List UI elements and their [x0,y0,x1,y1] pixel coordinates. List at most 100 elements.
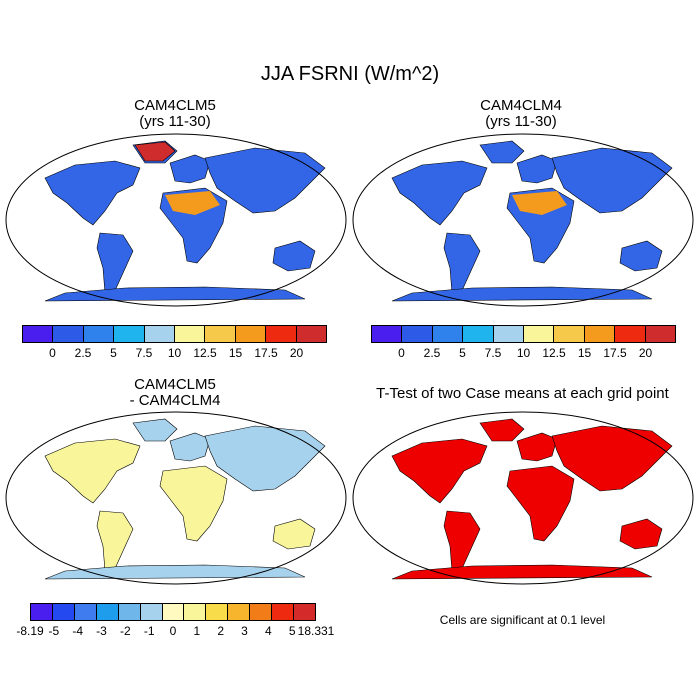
asia-shape [204,425,326,492]
colorbar-cam4clm4-tick-label: 7.5 [484,346,502,360]
colorbar-difference-swatch [52,604,75,620]
colorbar-cam4clm4-swatch [372,326,403,342]
sahara-hotspot-shape [512,191,567,215]
colorbar-difference-tick-label: 5 [288,624,296,638]
colorbar-difference-swatch [31,604,53,620]
antarctica-shape [44,564,306,580]
figure-title: JJA FSRNI (W/m^2) [260,63,440,85]
south-america-shape [96,232,134,296]
antarctica-shape [391,286,653,302]
colorbar-cam4clm5-swatch [114,326,145,342]
colorbar-cam4clm5-swatch [175,326,206,342]
asia-shape [551,425,673,492]
colorbar-difference-swatch [96,604,119,620]
colorbar-difference-tick-label: 18.331 [297,624,335,638]
colorbar-difference-tick-label: -8.19 [16,624,44,638]
asia-shape [204,147,326,214]
greenland-shape [479,418,525,442]
colorbar-cam4clm5-swatch [53,326,84,342]
colorbar-difference-tick-label: -5 [48,624,60,638]
colorbar-difference-swatch [162,604,185,620]
colorbar-difference-tick-label: -1 [143,624,155,638]
panel-title-ttest: T-Test of two Case means at each grid po… [376,385,669,402]
europe-shape [516,154,558,184]
colorbar-cam4clm4-tick-label: 20 [638,346,653,360]
colorbar-difference-swatch [228,604,251,620]
colorbar-difference-tick-label: -3 [96,624,107,638]
colorbar-cam4clm4-tick-label: 15 [577,346,592,360]
colorbar-cam4clm5-swatch [144,326,176,342]
colorbar-cam4clm4-tick-label: 17.5 [603,346,627,360]
colorbar-cam4clm5-tick-label: 10 [167,346,182,360]
colorbar-cam4clm5-tick-label: 17.5 [254,346,278,360]
colorbar-difference [30,603,316,621]
colorbar-cam4clm4-swatch [493,326,525,342]
colorbar-difference-swatch [184,604,207,620]
africa-shape [159,465,228,542]
north-america-shape [44,438,141,504]
colorbar-cam4clm4-tick-label: 2.5 [423,346,441,360]
greenland-shape [132,418,178,442]
colorbar-difference-tick-label: 1 [193,624,201,638]
europe-shape [516,432,558,462]
map-cam4clm5 [5,133,347,307]
colorbar-cam4clm5-swatch [235,326,267,342]
north-america-shape [391,160,488,226]
colorbar-cam4clm5-swatch [83,326,115,342]
colorbar-cam4clm5-tick-label: 5 [110,346,117,360]
asia-shape [551,147,673,214]
antarctica-shape [44,286,306,302]
panel-title-difference: CAM4CLM5 - CAM4CLM4 [40,377,310,409]
colorbar-difference-tick-label: 0 [169,624,177,638]
colorbar-cam4clm5-swatch [23,326,54,342]
colorbar-cam4clm5 [22,325,327,343]
colorbar-difference-swatch [294,604,315,620]
colorbar-cam4clm5-swatch [266,326,297,342]
colorbar-cam4clm4-tick-label: 0 [398,346,405,360]
colorbar-cam4clm4-swatch [402,326,433,342]
colorbar-cam4clm4-tick-label: 5 [459,346,466,360]
australia-shape [619,240,663,272]
colorbar-difference-swatch [118,604,141,620]
colorbar-cam4clm4-tick-label: 10 [516,346,531,360]
colorbar-cam4clm4-swatch [554,326,585,342]
australia-shape [272,518,316,550]
colorbar-cam4clm4-swatch [615,326,646,342]
colorbar-cam4clm4-swatch [463,326,494,342]
panel-title-line2: (yrs 11-30) [485,113,557,130]
map-cam4clm4 [352,133,694,307]
colorbar-difference-tick-label: 2 [217,624,224,638]
colorbar-cam4clm5-tick-label: 15 [228,346,243,360]
europe-shape [169,432,211,462]
australia-shape [619,518,663,550]
colorbar-difference-tick-label: 4 [264,624,272,638]
colorbar-cam4clm4 [371,325,676,343]
colorbar-cam4clm5-tick-label: 20 [289,346,304,360]
panel-title-line1: CAM4CLM5 [134,97,216,114]
colorbar-difference-swatch [74,604,97,620]
colorbar-difference-swatch [272,604,295,620]
africa-shape [506,465,575,542]
significance-note: Cells are significant at 0.1 level [439,613,606,627]
panel-title-cam4clm4: CAM4CLM4 (yrs 11-30) [386,98,656,130]
colorbar-cam4clm4-swatch [645,326,676,342]
panel-title-line1: CAM4CLM4 [480,97,562,114]
colorbar-cam4clm5-swatch [205,326,236,342]
colorbar-cam4clm5-tick-label: 2.5 [74,346,92,360]
panel-title-line2: - CAM4CLM4 [129,392,221,409]
colorbar-cam4clm5-tick-label: 12.5 [193,346,217,360]
colorbar-cam4clm5-tick-label: 7.5 [135,346,153,360]
panel-title-cam4clm5: CAM4CLM5 (yrs 11-30) [40,98,310,130]
colorbar-difference-swatch [140,604,163,620]
antarctica-shape [391,564,653,580]
panel-title-line2: (yrs 11-30) [139,113,211,130]
europe-shape [169,154,211,184]
colorbar-cam4clm4-swatch [432,326,464,342]
colorbar-cam4clm4-swatch [524,326,555,342]
greenland-hotspot-shape [134,141,176,162]
south-america-shape [443,510,481,574]
colorbar-cam4clm4-swatch [584,326,616,342]
colorbar-cam4clm5-swatch [296,326,327,342]
colorbar-difference-tick-label: -4 [72,624,83,638]
map-ttest [352,411,694,585]
